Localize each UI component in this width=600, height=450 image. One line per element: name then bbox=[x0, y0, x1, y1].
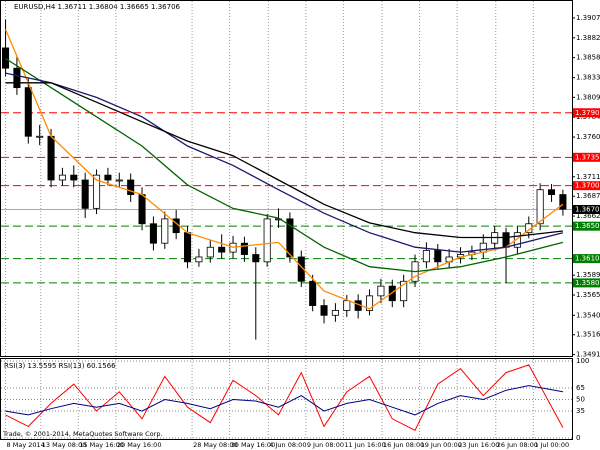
candle-body bbox=[115, 179, 123, 182]
x-tick-label: 23 Jun 16:00 bbox=[458, 441, 499, 449]
candle-body bbox=[2, 47, 10, 69]
candle-body bbox=[559, 194, 567, 210]
candle-body bbox=[81, 179, 89, 209]
candle-body bbox=[240, 242, 248, 255]
chart-title: EURUSD,H4 1.36711 1.36804 1.36665 1.3670… bbox=[14, 3, 181, 11]
candle-body bbox=[377, 285, 385, 297]
y-tick-label: 0 bbox=[576, 434, 580, 442]
y-tick-label: 1.35650 bbox=[576, 291, 600, 299]
y-tick-label: 1.38580 bbox=[576, 54, 600, 62]
level-label: 1.37900 bbox=[575, 109, 600, 117]
y-tick-label: 50 bbox=[576, 396, 585, 404]
y-tick-label: 1.38333 bbox=[576, 74, 600, 82]
y-tick-label: 1.39070 bbox=[576, 14, 600, 22]
candle-body bbox=[343, 300, 351, 311]
level-box bbox=[573, 278, 600, 288]
candle-body bbox=[513, 232, 521, 248]
x-tick-label: 20 May 16:00 bbox=[117, 441, 162, 449]
x-tick-label: 13 May 08:00 bbox=[42, 441, 87, 449]
candle-body bbox=[161, 218, 169, 244]
moving-average bbox=[5, 72, 564, 253]
level-box bbox=[573, 221, 600, 231]
moving-average bbox=[5, 82, 563, 239]
x-tick-label: 26 Jun 08:00 bbox=[497, 441, 538, 449]
candle-body bbox=[127, 179, 135, 195]
copyright: Trade, © 2001-2014, MetaQuotes Software … bbox=[2, 430, 163, 438]
moving-average bbox=[4, 29, 564, 310]
y-tick-label: 1.37600 bbox=[576, 133, 600, 141]
y-tick-label: 1.34915 bbox=[576, 351, 600, 359]
candle-body bbox=[331, 310, 339, 316]
y-tick-label: 1.38090 bbox=[576, 93, 600, 101]
candle-body bbox=[184, 232, 192, 263]
candle-body bbox=[218, 246, 226, 253]
x-tick-label: 30 May 16:00 bbox=[231, 441, 276, 449]
y-tick-label: 1.38825 bbox=[576, 34, 600, 42]
level-label: 1.36500 bbox=[575, 222, 600, 230]
x-tick-label: 28 May 08:00 bbox=[193, 441, 238, 449]
rsi-title: RSI(3) 13.5595 RSI(13) 60.1566 bbox=[4, 362, 116, 370]
candle-body bbox=[24, 87, 32, 137]
rsi-line bbox=[5, 364, 564, 431]
candle-body bbox=[536, 189, 544, 225]
level-box bbox=[573, 108, 600, 118]
level-label: 1.37350 bbox=[575, 153, 600, 161]
candle-body bbox=[149, 223, 157, 244]
y-tick-label: 35 bbox=[576, 407, 585, 415]
last-price-box bbox=[573, 204, 600, 214]
y-tick-label: 1.37110 bbox=[576, 173, 600, 181]
x-tick-label: 9 Jun 08:00 bbox=[307, 441, 344, 449]
level-label: 1.35800 bbox=[575, 279, 600, 287]
y-tick-label: 100 bbox=[576, 357, 589, 365]
candle-body bbox=[547, 189, 556, 195]
candle-body bbox=[58, 174, 66, 181]
candle-body bbox=[13, 67, 21, 89]
x-tick-label: 1 Jul 00:00 bbox=[534, 441, 569, 449]
y-tick-label: 1.35895 bbox=[576, 271, 600, 279]
level-box bbox=[573, 181, 600, 191]
candle-body bbox=[263, 218, 271, 263]
candle-body bbox=[70, 174, 78, 181]
x-tick-label: 16 Jun 08:00 bbox=[383, 441, 424, 449]
moving-average bbox=[5, 57, 564, 273]
candle-body bbox=[47, 135, 55, 181]
level-box bbox=[573, 152, 600, 162]
candle-body bbox=[366, 295, 374, 311]
candle-body bbox=[286, 218, 294, 258]
x-tick-label: 8 May 2014 bbox=[7, 441, 45, 449]
candle-body bbox=[320, 305, 328, 316]
x-tick-label: 19 Jun 00:00 bbox=[421, 441, 462, 449]
candle-body bbox=[309, 280, 317, 306]
y-tick-label: 65 bbox=[576, 384, 585, 392]
candle-body bbox=[195, 256, 203, 263]
candle-body bbox=[422, 250, 430, 263]
level-label: 1.37000 bbox=[575, 182, 600, 190]
candle-body bbox=[138, 194, 146, 225]
candle-body bbox=[104, 174, 112, 181]
candle-body bbox=[206, 246, 214, 258]
y-tick-label: 1.36870 bbox=[576, 192, 600, 200]
main-panel bbox=[0, 0, 573, 357]
candle-body bbox=[400, 280, 408, 302]
x-tick-label: 15 May 16:00 bbox=[79, 441, 124, 449]
y-tick-label: 1.35160 bbox=[576, 331, 600, 339]
rsi-line bbox=[5, 385, 563, 416]
last-price-label: 1.36706 bbox=[575, 205, 600, 213]
x-tick-label: 4 Jun 08:00 bbox=[269, 441, 306, 449]
level-label: 1.36100 bbox=[575, 255, 600, 263]
y-tick-label: 1.36625 bbox=[576, 212, 600, 220]
candle-body bbox=[434, 250, 442, 263]
y-tick-label: 1.35400 bbox=[576, 311, 600, 319]
candle-body bbox=[388, 285, 396, 302]
candle-body bbox=[93, 174, 101, 209]
candle-body bbox=[252, 254, 260, 263]
candle-body bbox=[479, 242, 487, 253]
candle-body bbox=[297, 256, 305, 282]
candle-body bbox=[36, 135, 44, 138]
x-tick-label: 11 Jun 16:00 bbox=[344, 441, 385, 449]
level-box bbox=[573, 254, 600, 264]
